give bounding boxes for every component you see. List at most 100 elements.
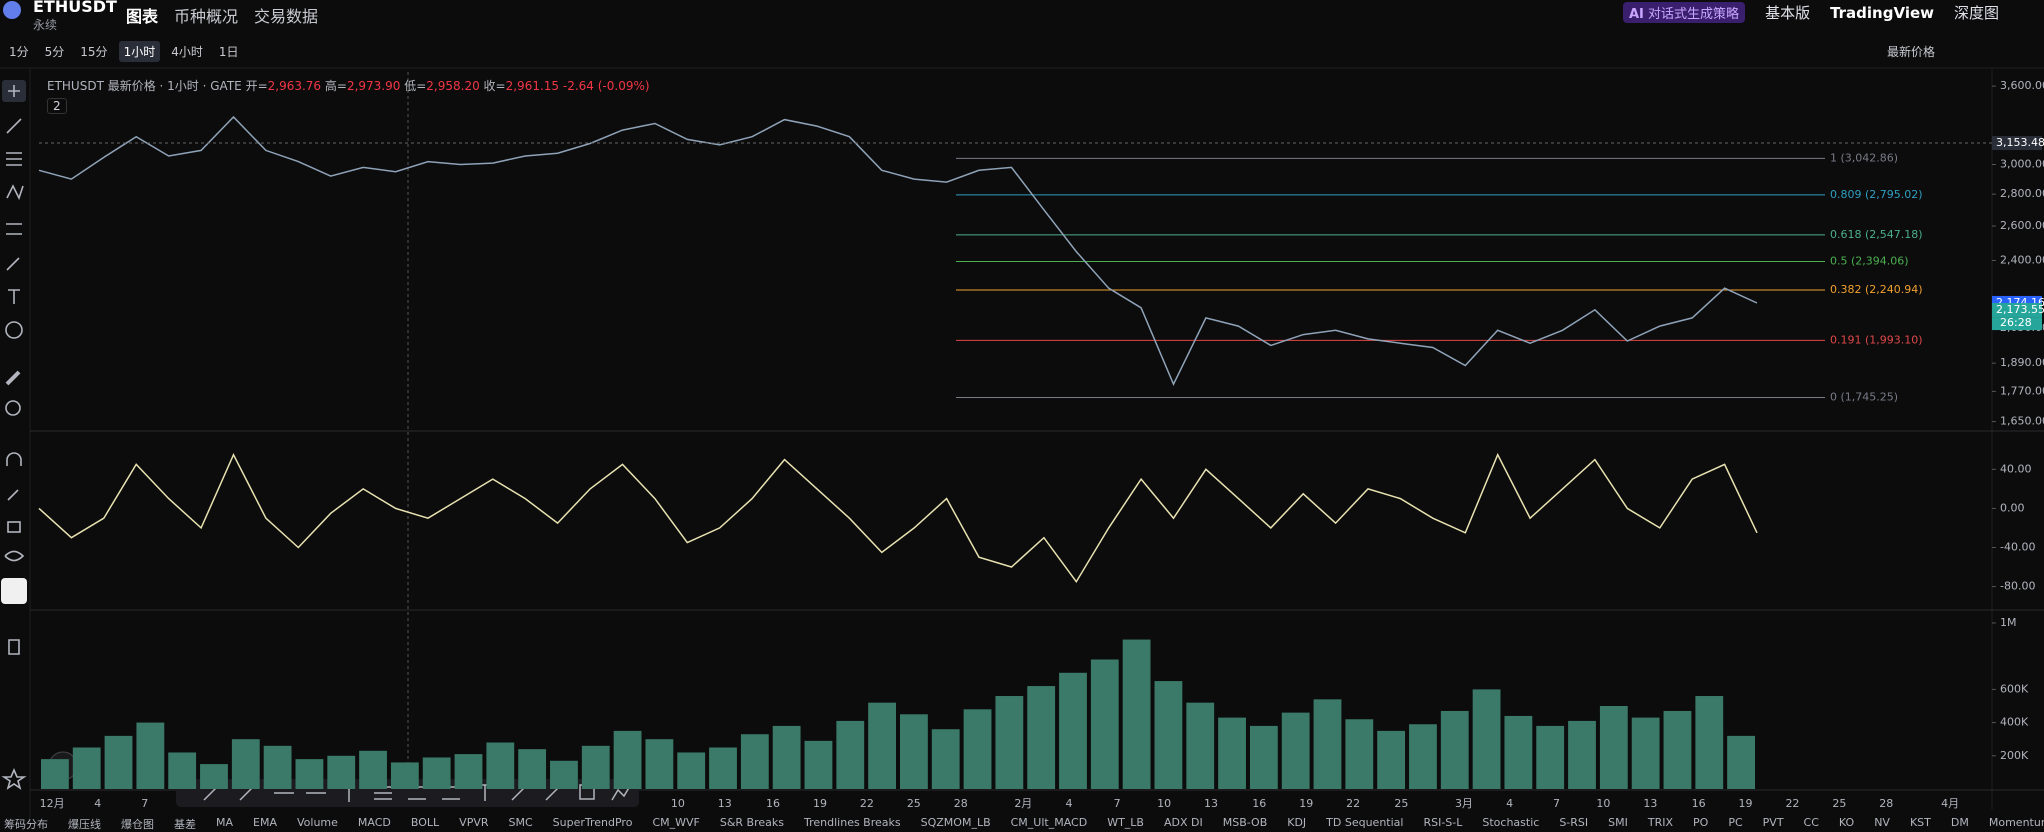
y-tick-label: 3,000.00 — [2000, 158, 2044, 171]
indicator-tab[interactable]: PO — [1693, 816, 1709, 829]
bar — [41, 759, 69, 789]
y-tick-label: 3,600.00 — [2000, 79, 2044, 92]
indicator-tab[interactable]: MSB-OB — [1222, 816, 1268, 829]
indicator-tab[interactable]: BOLL — [410, 816, 440, 829]
tab[interactable]: 交易数据 — [254, 7, 319, 26]
interval[interactable]: 1分 — [9, 45, 29, 59]
indicator-tab[interactable]: Momentum — [1988, 816, 2044, 829]
tool-trash[interactable] — [8, 639, 20, 655]
ohlc: 开=2,963.76 高=2,973.90 低=2,958.20 收=2,961… — [246, 79, 563, 93]
indicator-tab[interactable]: Stochastic — [1482, 816, 1540, 829]
tool-lock[interactable] — [7, 521, 21, 533]
bar — [1599, 705, 1628, 789]
tool-cross[interactable] — [8, 85, 20, 97]
ohlc-label: 收= — [483, 79, 506, 93]
tool-line[interactable] — [6, 118, 22, 134]
indicator-tab[interactable]: MACD — [357, 816, 391, 829]
indicator-tab[interactable]: ADX DI — [1163, 816, 1203, 829]
interval[interactable]: 5分 — [44, 45, 65, 59]
tool-brush[interactable] — [6, 257, 20, 271]
bar — [645, 739, 674, 789]
tool-emoji[interactable] — [5, 321, 23, 339]
tool-pattern[interactable] — [6, 184, 24, 201]
indicator-tab[interactable]: MA — [216, 816, 234, 829]
indicator-tab[interactable]: CM_WVF — [652, 816, 700, 829]
interval[interactable]: 1日 — [218, 45, 239, 59]
tabs: 图表 币种概况 交易数据 — [126, 3, 318, 27]
indicator-tab[interactable]: SMC — [508, 816, 533, 829]
y-tick-label: 400K — [2000, 716, 2029, 729]
ohlc-value: 2,961.15 — [505, 79, 560, 93]
interval[interactable]: 15分 — [80, 45, 108, 59]
tool[interactable] — [611, 785, 631, 801]
bar — [295, 759, 324, 789]
bar — [1568, 720, 1596, 789]
indicator-tab[interactable]: 筹码分布 — [4, 818, 48, 831]
y-tick-label: 2,600.00 — [2000, 219, 2044, 232]
tool-magnet[interactable] — [6, 452, 22, 466]
indicator-tab[interactable]: EMA — [253, 816, 277, 829]
indicator-tab[interactable]: KST — [1909, 816, 1931, 829]
indicator-tab[interactable]: Trendlines Breaks — [804, 816, 901, 829]
x-tick-label: 19 — [813, 797, 827, 810]
legend: ETHUSDT 最新价格 · 1小时 · GATE 开=2,963.76 高=2… — [47, 77, 650, 94]
indicator-tab[interactable]: PC — [1728, 816, 1743, 829]
interval[interactable]: 1小时 — [118, 41, 161, 62]
indicator-tab[interactable]: SQZMOM_LB — [920, 816, 991, 829]
tab[interactable]: 币种概况 — [174, 7, 239, 26]
bar — [327, 755, 356, 789]
tool-eye[interactable] — [4, 550, 25, 562]
indicator-tab[interactable]: SMI — [1608, 816, 1628, 829]
header-button[interactable]: TradingView — [1830, 3, 1934, 22]
tool-text[interactable] — [8, 289, 20, 304]
favorites[interactable] — [1, 767, 27, 790]
tab[interactable]: 图表 — [126, 7, 159, 26]
indicator-tab[interactable]: 基差 — [174, 818, 196, 831]
bar — [550, 760, 578, 789]
indicator-tab[interactable]: Volume — [296, 816, 338, 829]
tool-fib[interactable] — [6, 223, 22, 235]
intervals: 1分 5分 15分 1小时 4小时 1日 — [4, 41, 243, 62]
bar — [1504, 715, 1533, 789]
fib-label: 0.382 (2,240.94) — [1830, 283, 1923, 296]
bar — [1218, 717, 1246, 789]
tool-ruler[interactable] — [5, 370, 21, 386]
tool-lock-draw[interactable] — [7, 489, 19, 501]
ai-badge: AI — [1629, 7, 1644, 22]
ai-label: 对话式生成策略 — [1648, 7, 1740, 22]
price-type[interactable]: 最新价格 — [1887, 45, 1936, 59]
header-button[interactable]: 深度图 — [1954, 4, 2000, 22]
tool-hlines[interactable] — [6, 152, 22, 166]
indicator-tab[interactable]: CC — [1803, 816, 1819, 829]
bar — [1186, 702, 1215, 789]
indicator-tab[interactable]: 爆仓图 — [121, 818, 154, 831]
tool-zoom[interactable] — [5, 400, 21, 416]
interval[interactable]: 4小时 — [171, 45, 203, 59]
x-tick-label: 25 — [907, 797, 921, 810]
indicator-tab[interactable]: S-RSI — [1559, 816, 1589, 829]
fib-label: 0.809 (2,795.02) — [1830, 188, 1923, 201]
ohlc-label: 低= — [404, 79, 427, 93]
bar — [136, 722, 165, 789]
indicator-tab[interactable]: KO — [1838, 816, 1855, 829]
ai-button[interactable]: AI 对话式生成策略 — [1623, 2, 1746, 23]
indicator-tab[interactable]: WT_LB — [1107, 816, 1144, 829]
indicator-tab[interactable]: PVT — [1762, 816, 1784, 829]
indicator-tab[interactable]: RSI-S-L — [1423, 816, 1463, 829]
indicator-tab[interactable]: CM_Ult_MACD — [1010, 816, 1088, 829]
indicator-tab[interactable]: S&R Breaks — [719, 816, 784, 829]
indicator-tab[interactable]: KDJ — [1287, 816, 1307, 829]
tool-link[interactable] — [1, 578, 27, 604]
indicator-tab[interactable]: 爆压线 — [68, 818, 101, 831]
indicator-tab[interactable]: TRIX — [1647, 816, 1674, 829]
indicator-tab[interactable]: NV — [1874, 816, 1890, 829]
indicator-tab[interactable]: DM — [1950, 816, 1969, 829]
bar — [1281, 712, 1310, 789]
indicator-tab[interactable]: SuperTrendPro — [552, 816, 633, 829]
price-marker-label: 2,173.55 — [1996, 303, 2044, 316]
indicator-tab[interactable]: TD Sequential — [1326, 816, 1404, 829]
indicator-count[interactable]: 2 — [47, 98, 67, 114]
symbol[interactable]: ETHUSDT — [33, 0, 117, 16]
indicator-tab[interactable]: VPVR — [459, 816, 489, 829]
header-button[interactable]: 基本版 — [1765, 4, 1811, 22]
